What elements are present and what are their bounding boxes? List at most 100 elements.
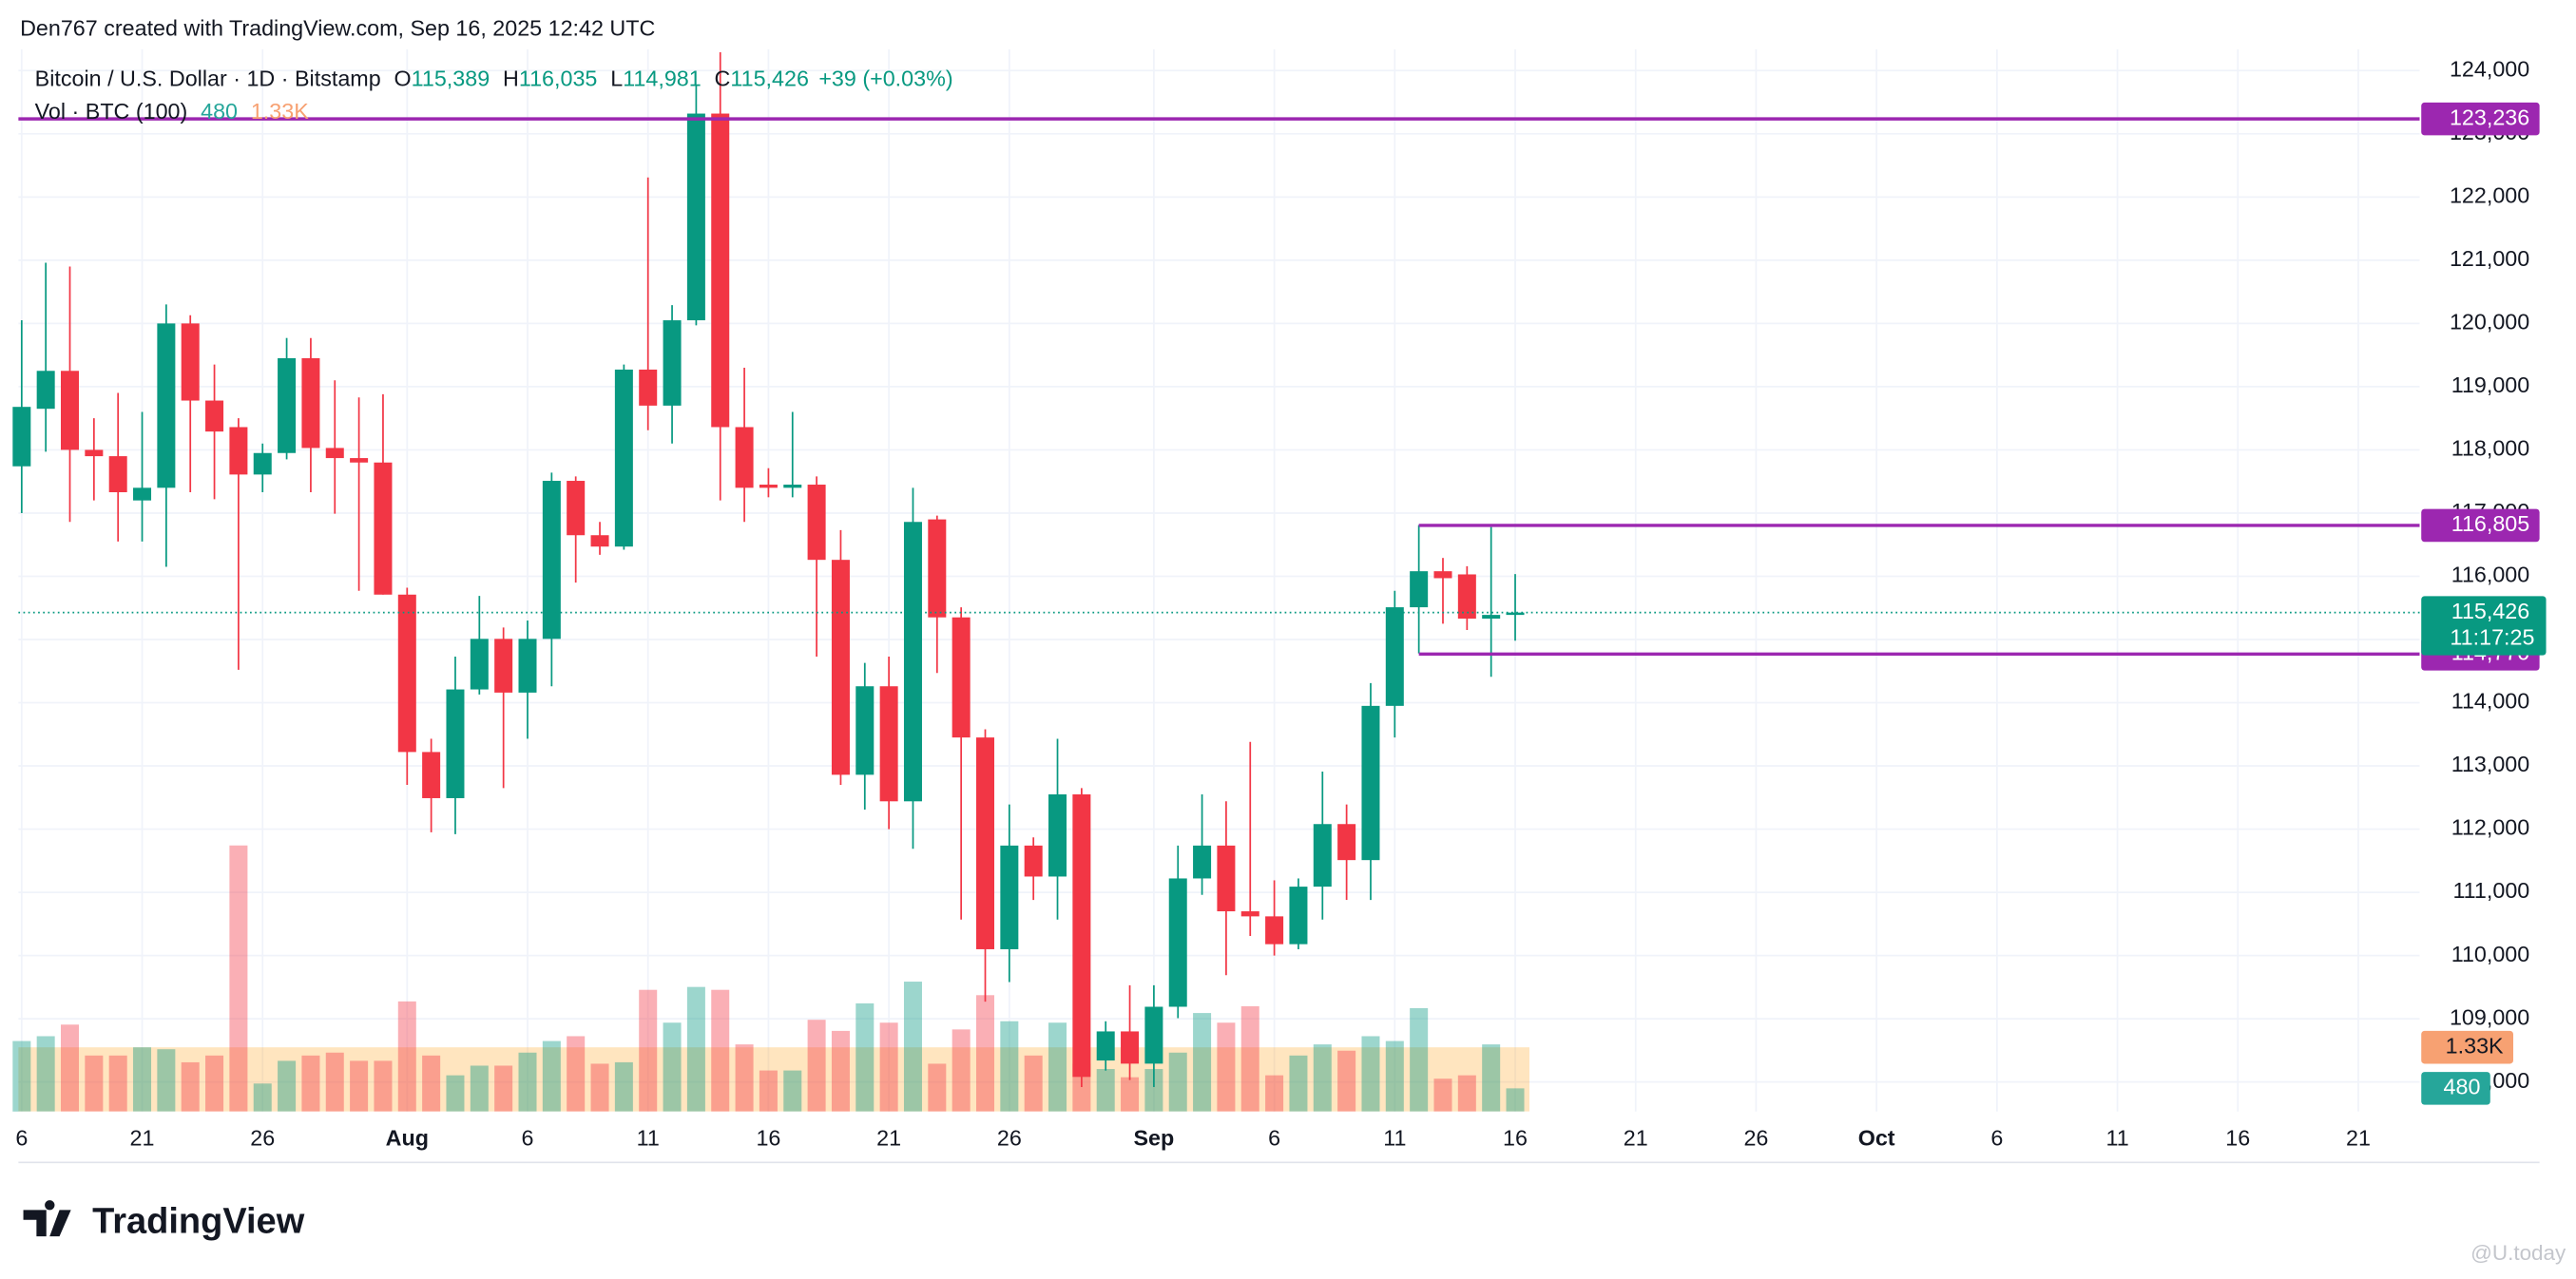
candle-body <box>397 594 416 753</box>
volume-bar <box>12 1040 31 1112</box>
volume-bar <box>1337 1050 1356 1112</box>
candle-body <box>1024 845 1043 877</box>
y-tick-label: 120,000 <box>2450 310 2529 334</box>
x-tick-label: 26 <box>997 1125 1022 1150</box>
candle-body <box>1217 845 1236 912</box>
candle-body <box>614 369 633 547</box>
candle-body <box>903 522 922 802</box>
overlay-layer <box>18 117 2420 657</box>
candle-body <box>229 427 248 475</box>
symbol: Bitcoin / U.S. Dollar · 1D · Bitstamp <box>35 67 381 91</box>
volume-bar <box>879 1022 898 1112</box>
candle-body <box>1072 793 1091 1078</box>
ohlc-key: L <box>610 67 623 91</box>
candle-body <box>1482 615 1501 620</box>
legend-volume: Vol · BTC (100) 480 1.33K <box>35 99 310 124</box>
candle-body <box>783 485 802 488</box>
volume-bar <box>229 845 248 1112</box>
x-tick-label: 11 <box>1383 1125 1406 1150</box>
volume-bar <box>1313 1044 1332 1112</box>
candle-body <box>975 737 995 949</box>
volume-bar <box>1193 1013 1212 1112</box>
volume-bar <box>1096 1069 1115 1112</box>
level-label: 123,236 <box>2450 105 2529 129</box>
candle-body <box>855 686 875 775</box>
volume-bar <box>735 1044 754 1112</box>
volume-ma-label: 1.33K <box>2446 1033 2504 1058</box>
volume-bar <box>1506 1088 1525 1112</box>
candle-body <box>12 407 31 467</box>
candle-body <box>663 320 682 406</box>
volume-bar <box>133 1047 152 1112</box>
candle-body <box>735 427 754 488</box>
last-price-label: 115,426 <box>2451 599 2530 623</box>
volume-bar <box>1240 1005 1259 1112</box>
x-tick-label: 16 <box>1503 1125 1528 1150</box>
candle-body <box>422 752 441 798</box>
volume-bar <box>374 1060 393 1112</box>
x-tick-label: 21 <box>1624 1125 1648 1150</box>
y-tick-label: 112,000 <box>2451 815 2530 840</box>
volume-bar <box>1168 1052 1187 1112</box>
candle-body <box>325 448 344 459</box>
volume-bar <box>639 989 658 1112</box>
volume-bar <box>590 1063 609 1112</box>
volume-bar <box>397 1001 416 1112</box>
candle-body <box>1240 911 1259 917</box>
volume-value: 480 <box>201 99 238 124</box>
x-tick-label: Oct <box>1858 1125 1895 1150</box>
volume-ma: 1.33K <box>251 99 309 124</box>
volume-bar <box>494 1065 513 1112</box>
volume-bar <box>952 1029 971 1112</box>
volume-bar <box>278 1060 297 1112</box>
candle-body <box>1289 887 1308 945</box>
volume-bar <box>855 1002 875 1112</box>
x-tick-label: Aug <box>386 1125 429 1150</box>
y-tick-label: 114,000 <box>2451 689 2530 714</box>
volume-bar <box>446 1075 465 1112</box>
volume-bar <box>663 1022 682 1112</box>
x-tick-label: 6 <box>1990 1125 2003 1150</box>
candle-body <box>133 487 152 501</box>
ohlc-key: C <box>715 67 731 91</box>
candle-body <box>85 449 104 457</box>
volume-bar <box>567 1036 586 1112</box>
volume-bar <box>807 1020 826 1112</box>
y-tick-label: 110,000 <box>2451 942 2530 966</box>
volume-bar <box>157 1049 176 1112</box>
candle-body <box>446 689 465 798</box>
level-badge <box>2421 102 2540 136</box>
candle-body <box>518 639 537 693</box>
volume-bar <box>975 995 995 1112</box>
volume-bar <box>1121 1077 1140 1112</box>
level-badge <box>2421 508 2540 543</box>
ohlc: O115,389 H116,035 L114,981 C115,426 <box>394 67 808 91</box>
volume-bar <box>1385 1040 1404 1112</box>
volume-bar <box>542 1040 561 1112</box>
volume-bar <box>325 1052 344 1112</box>
candle-body <box>1048 793 1067 877</box>
legend-symbol: Bitcoin / U.S. Dollar · 1D · Bitstamp O11… <box>35 67 953 91</box>
volume-bar <box>831 1030 850 1112</box>
volume-bar <box>711 989 730 1112</box>
candle-body <box>1168 878 1187 1007</box>
volume-bar <box>783 1070 802 1112</box>
y-tick-label: 109,000 <box>2450 1004 2529 1029</box>
logo-text: TradingView <box>92 1201 305 1241</box>
candle-body <box>374 462 393 595</box>
candle-body <box>928 519 947 618</box>
candle-body <box>952 617 971 738</box>
volume-bar <box>518 1052 537 1112</box>
candle-body <box>567 481 586 536</box>
x-tick-label: 26 <box>1743 1125 1768 1150</box>
candle-body <box>1385 607 1404 706</box>
candle-body <box>1193 845 1212 879</box>
volume-bar <box>422 1055 441 1112</box>
ohlc-key: H <box>503 67 519 91</box>
candle-body <box>36 371 55 410</box>
candle-body <box>350 458 369 463</box>
x-tick-label: 6 <box>1268 1125 1280 1150</box>
volume-bar <box>61 1024 80 1112</box>
x-tick-label: Sep <box>1134 1125 1175 1150</box>
